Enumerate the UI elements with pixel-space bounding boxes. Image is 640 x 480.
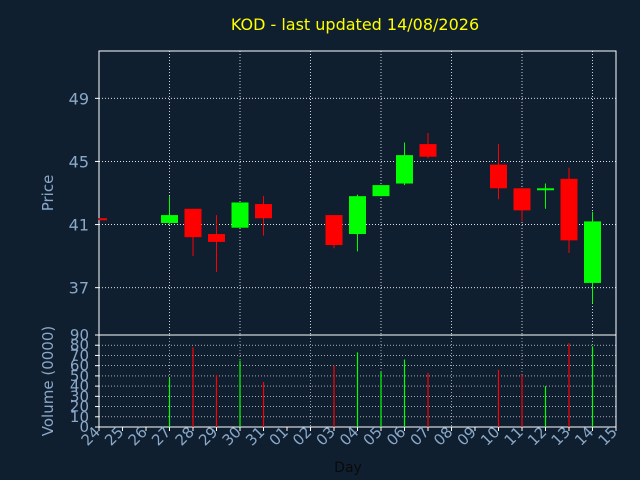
chart-title: KOD - last updated 14/08/2026 — [231, 15, 479, 34]
candle-body — [396, 155, 413, 184]
candle — [490, 144, 507, 200]
candle-body — [99, 218, 107, 221]
candle — [513, 188, 531, 222]
volume-tick-label: 0 — [79, 418, 89, 436]
candle — [161, 196, 178, 225]
candle — [419, 133, 437, 159]
candle-body — [231, 202, 249, 228]
candle-body — [537, 188, 554, 191]
volume-tick-label: 70 — [70, 346, 89, 364]
volume-tick-label: 40 — [70, 377, 89, 395]
candle — [98, 218, 107, 221]
candle — [396, 142, 413, 186]
price-tick-label: 49 — [69, 89, 89, 108]
candle-body — [208, 234, 225, 242]
price-axis-label: Price — [39, 175, 57, 212]
candle-body — [255, 204, 272, 219]
candle-body — [419, 144, 437, 157]
price-panel: 37 41 45 49 Price — [39, 50, 617, 336]
candle — [208, 215, 225, 272]
volume-tick-label: 20 — [70, 398, 89, 416]
candles — [98, 133, 601, 304]
x-axis: 2425262728293031010203040506070809101112… — [78, 423, 621, 449]
candle — [325, 215, 343, 249]
volume-tick-label: 30 — [70, 387, 89, 405]
volume-tick-label: 80 — [70, 336, 89, 354]
candle — [584, 211, 601, 304]
candle — [184, 208, 202, 257]
candle — [537, 183, 554, 209]
candle — [560, 167, 578, 253]
candle — [372, 185, 390, 197]
candle-body — [325, 215, 343, 246]
volume-axis-label: Volume (0000) — [39, 326, 57, 436]
candle-body — [560, 178, 578, 241]
candle-body — [372, 185, 390, 197]
volume-tick-label: 10 — [70, 408, 89, 426]
candle-body — [161, 215, 178, 223]
candle-body — [349, 196, 366, 235]
price-tick-label: 41 — [69, 216, 89, 235]
candle-body — [513, 188, 531, 211]
candle — [349, 194, 366, 252]
volume-tick-label: 60 — [70, 357, 89, 375]
volume-bars — [168, 343, 594, 427]
candle-body — [490, 164, 507, 189]
price-tick-label: 37 — [69, 279, 89, 298]
x-axis-label: Day — [334, 460, 362, 476]
price-axis: 37 41 45 49 — [69, 89, 99, 298]
candle-body — [584, 221, 601, 283]
candle — [231, 202, 249, 228]
candle-body — [184, 208, 202, 238]
candle — [255, 196, 272, 236]
price-tick-label: 45 — [69, 152, 89, 171]
volume-tick-label: 90 — [70, 326, 89, 344]
volume-tick-label: 50 — [70, 367, 89, 385]
